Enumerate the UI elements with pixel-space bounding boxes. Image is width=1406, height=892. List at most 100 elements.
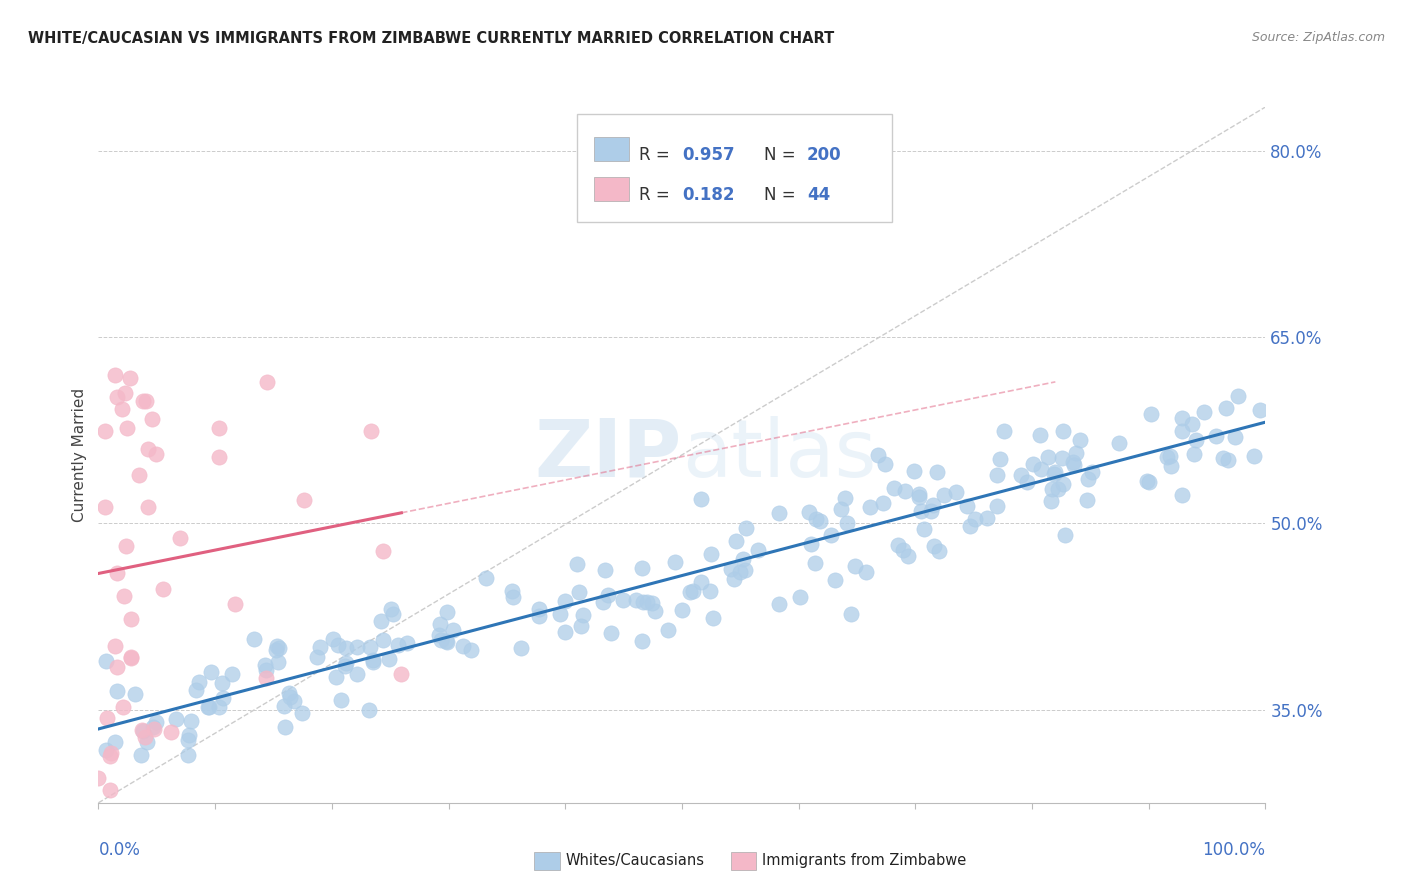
Point	[346, 640, 368, 654]
Point	[956, 499, 979, 513]
Point	[280, 690, 302, 704]
Point	[747, 543, 769, 558]
Point	[136, 500, 159, 514]
Point	[346, 667, 368, 681]
Point	[804, 512, 827, 526]
Point	[326, 638, 349, 652]
Point	[830, 502, 852, 516]
Point	[883, 481, 905, 495]
Point	[644, 604, 666, 618]
Point	[266, 639, 288, 653]
Point	[630, 560, 652, 574]
Point	[1212, 450, 1234, 465]
Point	[965, 512, 987, 526]
Point	[1047, 483, 1070, 497]
Point	[114, 386, 136, 401]
Point	[565, 557, 588, 571]
Point	[735, 520, 758, 534]
Point	[429, 627, 451, 641]
Point	[357, 703, 380, 717]
Point	[94, 500, 117, 514]
FancyBboxPatch shape	[576, 114, 891, 222]
Text: 200: 200	[807, 146, 841, 164]
Point	[124, 687, 146, 701]
Point	[136, 442, 159, 456]
Point	[1050, 450, 1073, 465]
Point	[309, 640, 332, 654]
Point	[335, 658, 357, 673]
Point	[925, 466, 948, 480]
Point	[131, 723, 153, 738]
Point	[105, 390, 128, 404]
Point	[112, 590, 135, 604]
Point	[1063, 458, 1085, 472]
Point	[135, 394, 157, 409]
Point	[441, 624, 464, 638]
Point	[184, 683, 207, 698]
Point	[120, 651, 142, 665]
Point	[211, 691, 233, 706]
Text: Source: ZipAtlas.com: Source: ZipAtlas.com	[1251, 31, 1385, 45]
Point	[395, 636, 418, 650]
Point	[142, 720, 165, 734]
Point	[98, 783, 121, 797]
Point	[243, 632, 266, 647]
Point	[1043, 467, 1066, 481]
Point	[1184, 447, 1206, 461]
Point	[188, 674, 211, 689]
Point	[1170, 424, 1192, 438]
Point	[501, 583, 523, 598]
Text: R =: R =	[638, 146, 675, 164]
Point	[198, 699, 221, 714]
Point	[96, 655, 118, 669]
Point	[132, 394, 155, 409]
Point	[98, 748, 121, 763]
Point	[571, 608, 593, 623]
Point	[1069, 433, 1091, 447]
Point	[256, 663, 278, 677]
Point	[837, 516, 859, 530]
Point	[908, 487, 931, 501]
Point	[986, 468, 1008, 483]
Point	[104, 735, 127, 749]
Text: 44: 44	[807, 186, 830, 203]
Point	[599, 625, 621, 640]
Point	[330, 693, 353, 707]
Point	[371, 632, 394, 647]
Point	[145, 714, 167, 729]
Point	[211, 676, 233, 690]
Point	[800, 536, 823, 550]
Point	[682, 584, 704, 599]
Point	[872, 496, 894, 510]
Point	[143, 722, 166, 736]
Point	[1223, 430, 1246, 444]
Point	[921, 498, 943, 512]
Point	[436, 635, 458, 649]
Point	[1137, 475, 1160, 489]
Point	[1171, 488, 1194, 502]
Point	[1039, 494, 1062, 508]
Point	[474, 571, 496, 585]
Point	[868, 448, 890, 462]
Point	[87, 771, 110, 785]
Point	[115, 540, 138, 554]
Point	[596, 588, 619, 602]
Point	[859, 500, 882, 515]
Point	[844, 559, 866, 574]
Point	[1181, 417, 1204, 431]
Point	[988, 451, 1011, 466]
Point	[290, 706, 312, 720]
Point	[104, 639, 127, 653]
Point	[855, 565, 877, 579]
Point	[720, 562, 742, 576]
Point	[1043, 465, 1066, 479]
Point	[96, 711, 118, 725]
Point	[636, 594, 658, 608]
Text: atlas: atlas	[682, 416, 876, 494]
Point	[548, 607, 571, 621]
Point	[897, 549, 920, 563]
Point	[1159, 449, 1181, 463]
Point	[734, 563, 756, 577]
Point	[208, 421, 231, 435]
Point	[254, 671, 277, 685]
